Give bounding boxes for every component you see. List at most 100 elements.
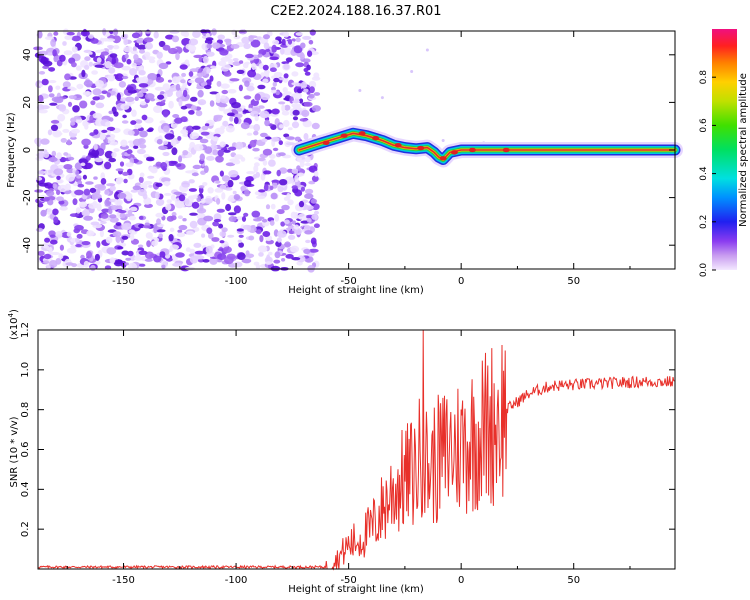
noise-blob <box>223 246 232 253</box>
noise-blob <box>122 114 127 119</box>
noise-blob <box>255 171 260 178</box>
noise-blob <box>63 50 73 56</box>
noise-blob <box>132 46 137 53</box>
noise-blob <box>48 246 53 255</box>
noise-blob <box>219 184 227 190</box>
noise-blob <box>115 73 124 82</box>
noise-blob <box>93 193 102 199</box>
noise-blob <box>281 110 290 116</box>
noise-blob <box>204 146 213 154</box>
noise-blob <box>59 206 68 211</box>
noise-blob <box>64 35 73 40</box>
noise-blob <box>178 155 183 163</box>
noise-blob <box>209 100 215 107</box>
noise-blob <box>262 148 273 156</box>
y-tick-label: 20 <box>22 96 33 109</box>
noise-blob <box>294 136 301 142</box>
noise-blob <box>81 210 88 216</box>
noise-blob <box>198 57 203 63</box>
noise-blob <box>277 185 284 193</box>
noise-blob <box>292 100 300 104</box>
noise-blob <box>215 92 221 101</box>
noise-blob <box>214 188 224 193</box>
noise-blob <box>94 64 105 68</box>
noise-blob <box>47 129 53 136</box>
noise-blob <box>144 203 153 208</box>
noise-blob <box>49 260 58 268</box>
noise-blob <box>170 139 177 147</box>
noise-blob <box>256 216 265 220</box>
noise-blob <box>69 213 79 218</box>
noise-blob <box>90 264 96 272</box>
noise-blob <box>225 125 235 133</box>
noise-blob <box>271 108 280 115</box>
noise-blob <box>107 45 114 49</box>
noise-blob <box>177 136 182 141</box>
noise-blob <box>204 85 212 90</box>
noise-blob <box>257 84 266 90</box>
noise-blob <box>64 73 71 81</box>
noise-blob <box>283 119 290 128</box>
noise-blob <box>229 78 240 82</box>
snr-y-tick-label: 1.2 <box>20 322 31 338</box>
noise-blob <box>190 105 197 111</box>
noise-blob <box>269 220 275 226</box>
noise-blob <box>217 253 227 260</box>
noise-blob <box>211 237 220 242</box>
noise-blob <box>224 256 234 265</box>
noise-blob <box>212 221 220 227</box>
noise-blob <box>282 87 288 93</box>
noise-blob <box>264 136 272 140</box>
noise-blob <box>278 77 285 81</box>
noise-blob <box>114 199 123 206</box>
noise-blob <box>271 136 280 142</box>
noise-blob <box>56 189 61 195</box>
noise-blob <box>302 35 312 40</box>
noise-blob <box>303 101 313 107</box>
spectrogram-noise-blobs <box>33 28 486 273</box>
noise-blob <box>168 234 174 242</box>
noise-blob <box>100 221 107 224</box>
noise-blob <box>175 83 181 91</box>
noise-blob <box>94 184 105 189</box>
noise-blob <box>218 223 224 229</box>
noise-blob <box>269 56 279 61</box>
noise-blob <box>64 183 71 191</box>
noise-blob <box>187 79 195 84</box>
noise-blob <box>177 203 185 208</box>
noise-blob <box>75 170 80 176</box>
noise-blob <box>122 222 132 231</box>
noise-blob <box>283 196 289 201</box>
noise-blob <box>220 83 230 89</box>
noise-blob <box>134 124 142 129</box>
noise-blob <box>299 161 305 168</box>
noise-blob <box>116 92 121 101</box>
noise-blob <box>146 156 155 161</box>
noise-blob <box>237 252 246 260</box>
noise-blob <box>180 105 188 110</box>
noise-blob <box>254 93 261 101</box>
noise-blob <box>107 74 116 82</box>
noise-blob <box>264 119 270 127</box>
noise-blob <box>123 178 128 184</box>
noise-blob <box>272 81 277 87</box>
noise-blob <box>35 227 44 232</box>
noise-blob <box>125 257 132 261</box>
noise-blob <box>284 219 290 225</box>
noise-blob <box>308 93 315 99</box>
noise-blob <box>313 170 319 177</box>
noise-blob <box>215 180 221 184</box>
noise-blob <box>74 189 84 196</box>
noise-blob <box>209 91 219 95</box>
noise-blob <box>126 58 132 65</box>
noise-blob <box>206 43 213 49</box>
noise-blob <box>117 192 127 199</box>
noise-blob <box>90 100 96 106</box>
noise-blob <box>180 116 188 123</box>
snr-x-tick-label: 50 <box>567 575 580 586</box>
noise-blob <box>278 101 286 105</box>
noise-blob <box>242 62 249 69</box>
noise-blob <box>241 216 247 222</box>
noise-speck <box>358 89 362 92</box>
noise-blob <box>37 30 43 39</box>
